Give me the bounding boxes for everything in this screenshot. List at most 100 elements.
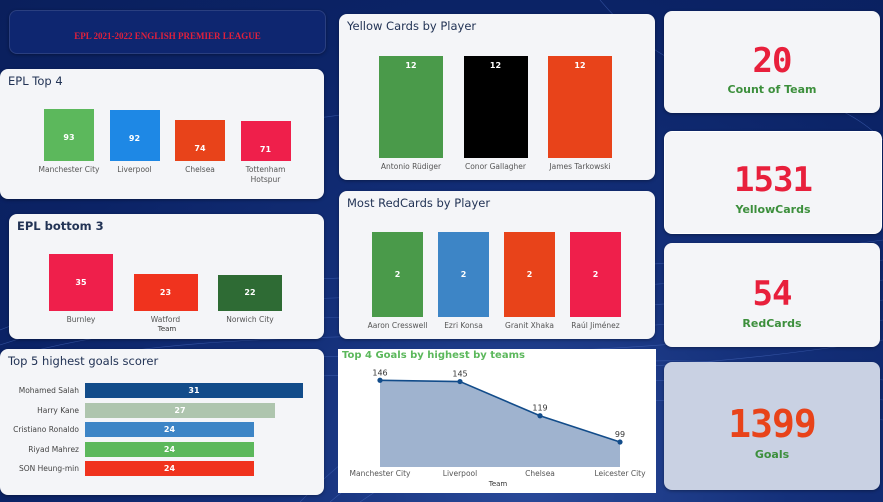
top4-category-label: Chelsea [185,165,215,174]
kpi-redcards-value: 54 [752,274,793,314]
goals-x-tick-label: Chelsea [525,469,555,478]
goals-point-leicester-city[interactable] [617,439,623,445]
goals-point-manchester-city[interactable] [377,377,383,383]
scorers-bar-value: 24 [163,464,176,473]
red-bar-ra-l-jim-nez[interactable]: 2 [570,232,621,317]
kpi-yellowcards-label: YellowCards [735,203,811,216]
top4-category-label: Tottenham Hotspur [245,165,286,184]
goals-by-team-plot: 146 Manchester City 145 Liverpool 119 Chelsea… [350,368,647,478]
red-bar-value: 2 [394,269,401,279]
red-category-label: Granit Xhaka [505,321,554,330]
red-cards-chart-title: Most RedCards by Player [347,196,491,210]
header-banner: EPL 2021-2022 ENGLISH PREMIER LEAGUE [9,10,326,54]
bottom3-bar-value: 35 [75,277,87,287]
kpi-goals-label: Goals [754,448,790,461]
yellow-bar-value: 12 [405,61,417,70]
yellow-category-label: Antonio Rüdiger [380,162,442,171]
goals-point-chelsea[interactable] [537,413,543,419]
yellow-cards-chart-card: Yellow Cards by Player 12 Antonio Rüdiger… [339,14,655,180]
scorers-chart-card: Top 5 highest goals scorer Mohamed Salah… [0,349,324,495]
scorers-player-label: Harry Kane [37,405,79,415]
goals-point-liverpool[interactable] [457,378,463,385]
goals-data-label: 146 [372,368,387,377]
goals-data-label: 99 [615,430,625,439]
goals-x-tick-label: Manchester City [350,469,412,478]
bottom3-bar-burnley[interactable]: 35 [49,254,113,311]
top4-chart-title: EPL Top 4 [8,74,63,88]
red-bar-value: 2 [526,269,533,279]
red-category-label: Aaron Cresswell [367,321,428,330]
red-cards-chart-card: Most RedCards by Player 2 Aaron Cresswell… [339,191,655,339]
scorers-bar-cristiano-ronaldo[interactable]: 24 [85,422,254,437]
bottom3-bar-watford[interactable]: 23 [133,274,198,311]
top4-category-label: Manchester City [38,165,100,174]
top4-bar-chelsea[interactable]: 74 [175,120,225,161]
bottom3-bar-value: 22 [244,288,256,297]
scorers-bar-value: 24 [163,444,176,454]
kpi-yellowcards-value: 1531 [734,160,813,200]
red-category-label: Ezri Konsa [444,321,483,330]
scorers-player-label: Mohamed Salah [18,386,79,395]
page-title: EPL 2021-2022 ENGLISH PREMIER LEAGUE [74,31,261,41]
top4-chart-card: EPL Top 4 93 Manchester City 92 Liverpool 74… [0,69,324,199]
red-bar-aaron-cresswell[interactable]: 2 [372,232,423,317]
goals-area-fill [380,380,620,467]
scorers-bar-harry-kane[interactable]: 27 [85,402,275,418]
bottom3-category-label: Norwich City [226,315,274,324]
yellow-cards-chart-title: Yellow Cards by Player [347,19,477,33]
scorers-player-label: Cristiano Ronaldo [13,425,79,434]
goals-by-team-chart-title: Top 4 Goals by highest by teams [342,350,525,361]
top4-bar-tottenham-hotspur[interactable]: 71 [240,121,291,161]
scorers-chart-title: Top 5 highest goals scorer [8,354,159,368]
top4-bar-value: 71 [259,145,272,154]
kpi-count-of-team-label: Count of Team [727,83,817,96]
bottom3-x-axis-label: Team [157,325,177,333]
top4-bar-manchester-city[interactable]: 93 [44,109,94,161]
bottom3-chart-card: EPL bottom 3 Team 35 Burnley 23 Watford 22 No… [9,214,324,339]
yellow-bar-conor-gallagher[interactable]: 12 [463,56,528,158]
kpi-card-redcards: 54 RedCards [664,243,880,347]
scorers-bar-mohamed-salah[interactable]: 31 [85,383,303,398]
scorers-player-label: Riyad Mahrez [28,444,79,454]
kpi-card-count-of-team: 20 Count of Team [664,11,880,113]
yellow-bar-antonio-r-diger[interactable]: 12 [379,56,443,158]
yellow-category-label: James Tarkowski [549,162,611,171]
bottom3-chart-title: EPL bottom 3 [17,219,104,233]
top4-category-label: Liverpool [117,165,152,174]
bottom3-bar-value: 23 [159,287,172,297]
goals-by-team-x-axis-label: Team [488,480,508,488]
goals-x-tick-label: Liverpool [443,469,477,478]
top4-bar-value: 74 [194,144,206,153]
red-bar-value: 2 [592,269,599,279]
kpi-count-of-team-value: 20 [752,41,793,81]
top4-bar-value: 93 [63,133,75,142]
yellow-bar-value: 12 [489,61,502,70]
bottom3-category-label: Watford [150,315,181,324]
goals-data-label: 119 [532,404,547,413]
bottom3-category-label: Burnley [66,315,96,324]
red-bar-value: 2 [460,269,467,279]
scorers-bar-value: 24 [163,425,176,434]
kpi-redcards-label: RedCards [742,317,802,330]
goals-x-tick-label: Leicester City [594,469,646,478]
kpi-card-yellowcards: 1531 YellowCards [664,131,882,234]
goals-by-team-chart-card: Top 4 Goals by highest by teams 146 Manch… [338,349,656,493]
red-bar-ezri-konsa[interactable]: 2 [438,232,489,317]
top4-bar-value: 92 [128,134,141,143]
goals-data-label: 145 [452,370,467,379]
bottom3-bar-norwich-city[interactable]: 22 [218,275,282,311]
scorers-bar-value: 27 [174,405,186,415]
scorers-bar-value: 31 [188,386,200,395]
yellow-bar-james-tarkowski[interactable]: 12 [548,56,612,158]
yellow-category-label: Conor Gallagher [464,162,527,171]
goals-series-line [379,379,621,443]
scorers-player-label: SON Heung-min [18,464,79,473]
kpi-goals-value: 1399 [728,402,817,446]
yellow-bar-value: 12 [574,61,586,70]
red-category-label: Raúl Jiménez [571,321,620,330]
scorers-bar-riyad-mahrez[interactable]: 24 [85,441,254,457]
kpi-card-goals: 1399 Goals [664,362,880,490]
top4-bar-liverpool[interactable]: 92 [109,110,160,161]
red-bar-granit-xhaka[interactable]: 2 [504,232,555,317]
scorers-bar-son-heung-min[interactable]: 24 [85,461,254,476]
